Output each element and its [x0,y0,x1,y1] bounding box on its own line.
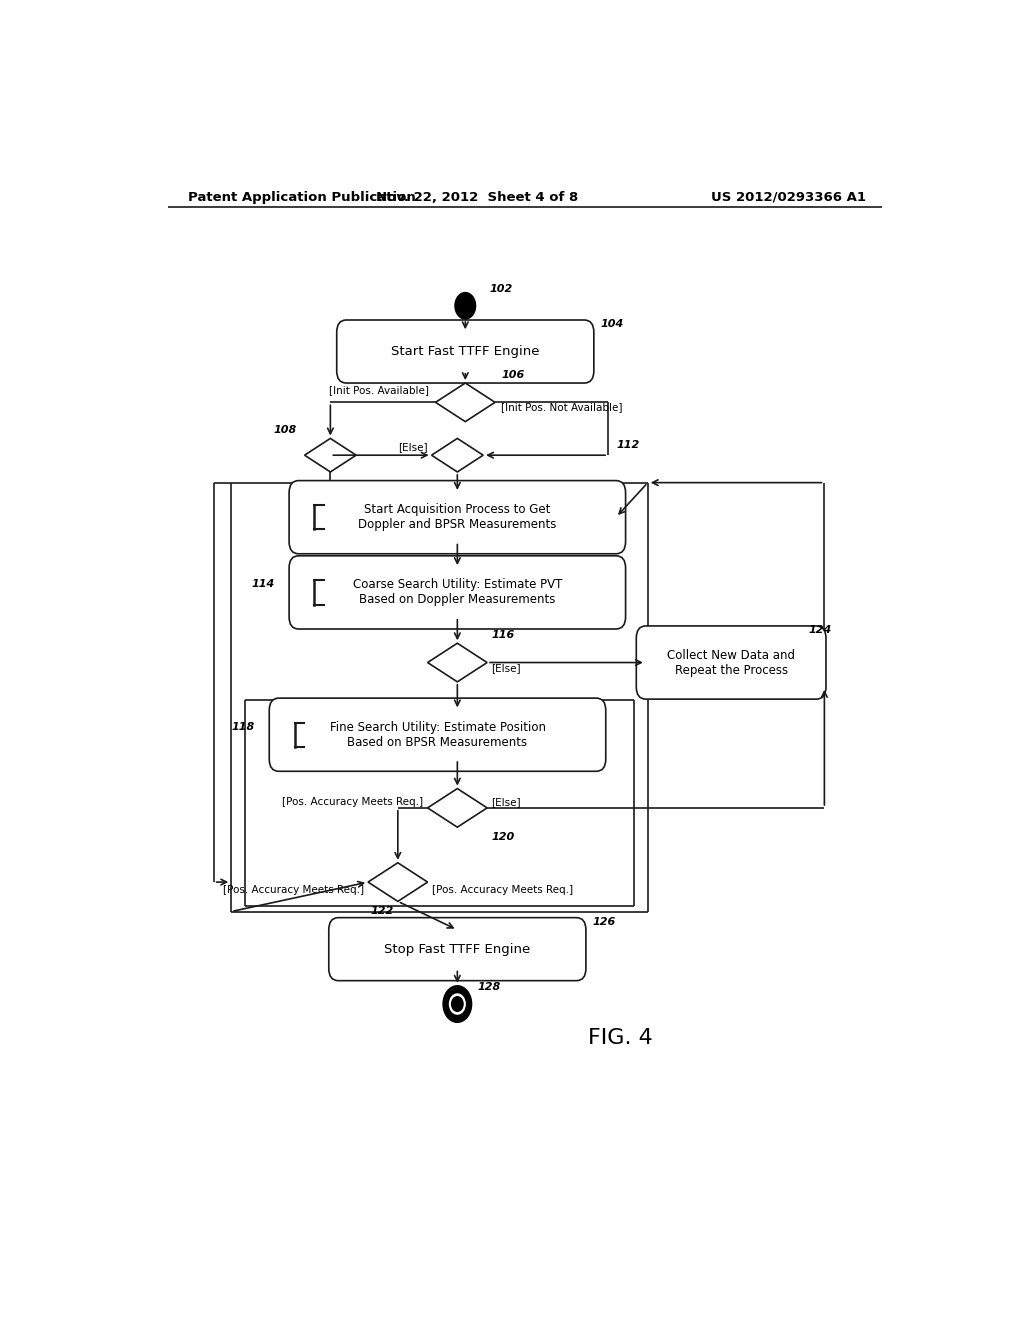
Text: 122: 122 [371,907,394,916]
Text: [Init Pos. Not Available]: [Init Pos. Not Available] [502,403,623,412]
Text: FIG. 4: FIG. 4 [588,1027,652,1048]
Text: [Pos. Accuracy Meets Req.]: [Pos. Accuracy Meets Req.] [431,886,572,895]
Circle shape [455,293,475,319]
FancyBboxPatch shape [329,917,586,981]
Text: Fine Search Utility: Estimate Position
Based on BPSR Measurements: Fine Search Utility: Estimate Position B… [330,721,546,748]
Circle shape [452,997,463,1011]
Polygon shape [428,788,487,828]
Circle shape [450,994,465,1014]
Text: US 2012/0293366 A1: US 2012/0293366 A1 [711,190,866,203]
Text: 120: 120 [492,833,514,842]
Polygon shape [435,383,495,421]
Text: 124: 124 [809,626,831,635]
FancyBboxPatch shape [269,698,606,771]
Text: 104: 104 [600,319,624,329]
Text: [Else]: [Else] [492,663,520,673]
Text: 110: 110 [479,480,503,490]
Text: Patent Application Publication: Patent Application Publication [187,190,416,203]
FancyBboxPatch shape [636,626,826,700]
Text: 112: 112 [616,440,639,450]
Polygon shape [428,643,487,682]
Text: Stop Fast TTFF Engine: Stop Fast TTFF Engine [384,942,530,956]
Text: Collect New Data and
Repeat the Process: Collect New Data and Repeat the Process [668,648,796,677]
Text: 126: 126 [592,917,615,927]
Text: Nov. 22, 2012  Sheet 4 of 8: Nov. 22, 2012 Sheet 4 of 8 [376,190,579,203]
Circle shape [443,986,472,1022]
Text: 102: 102 [489,284,512,293]
Polygon shape [304,438,356,473]
Text: 106: 106 [502,370,524,380]
Text: Coarse Search Utility: Estimate PVT
Based on Doppler Measurements: Coarse Search Utility: Estimate PVT Base… [352,578,562,606]
Text: [Init Pos. Available]: [Init Pos. Available] [329,385,429,395]
Text: 118: 118 [231,722,255,731]
Text: 108: 108 [273,425,297,436]
Text: [Pos. Accuracy Meets Req.]: [Pos. Accuracy Meets Req.] [223,886,365,895]
Text: [Else]: [Else] [398,442,428,451]
Text: 114: 114 [252,579,274,589]
Polygon shape [368,863,428,902]
FancyBboxPatch shape [337,319,594,383]
Text: Start Fast TTFF Engine: Start Fast TTFF Engine [391,345,540,358]
Text: [Pos. Accuracy Meets Req.]: [Pos. Accuracy Meets Req.] [283,797,424,807]
FancyBboxPatch shape [289,556,626,630]
Text: Start Acquisition Process to Get
Doppler and BPSR Measurements: Start Acquisition Process to Get Doppler… [358,503,556,531]
Text: [Else]: [Else] [492,797,520,807]
Text: 116: 116 [492,630,514,640]
Text: 128: 128 [477,982,501,991]
Polygon shape [431,438,483,473]
FancyBboxPatch shape [289,480,626,554]
